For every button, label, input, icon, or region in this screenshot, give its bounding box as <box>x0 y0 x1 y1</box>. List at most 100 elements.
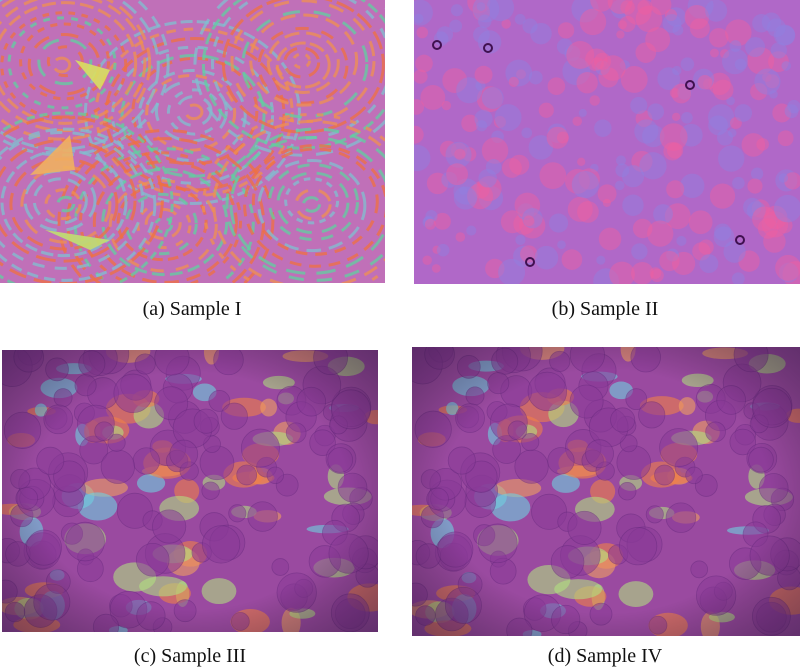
texture <box>414 13 424 24</box>
texture <box>476 2 486 11</box>
texture <box>456 77 483 104</box>
texture <box>446 163 469 186</box>
texture <box>436 243 450 257</box>
texture <box>193 0 385 157</box>
texture <box>422 255 432 266</box>
texture <box>0 1 138 125</box>
texture <box>453 186 478 210</box>
texture <box>249 13 359 107</box>
texture <box>622 194 644 216</box>
texture <box>0 11 128 120</box>
texture <box>424 218 436 230</box>
texture <box>124 192 198 256</box>
texture <box>561 249 583 270</box>
texture <box>57 128 275 283</box>
texture <box>498 258 526 284</box>
texture <box>775 254 800 281</box>
texture <box>79 151 243 283</box>
texture <box>426 172 449 195</box>
texture <box>294 188 332 221</box>
texture <box>609 261 635 284</box>
texture <box>476 120 488 132</box>
texture <box>747 47 775 75</box>
texture <box>725 19 752 46</box>
texture <box>602 198 611 207</box>
micrograph-d <box>412 347 800 636</box>
texture <box>433 31 449 46</box>
texture <box>778 262 799 283</box>
texture <box>547 123 567 143</box>
texture <box>474 65 493 84</box>
texture <box>145 73 237 152</box>
texture <box>787 99 800 114</box>
texture <box>631 261 654 284</box>
texture <box>523 215 535 227</box>
texture <box>645 27 671 53</box>
texture <box>781 61 792 71</box>
texture <box>630 96 648 115</box>
texture <box>594 119 612 137</box>
texture <box>773 194 800 223</box>
texture <box>631 150 653 173</box>
texture <box>688 210 713 235</box>
texture <box>461 114 479 132</box>
texture <box>519 212 546 239</box>
texture <box>692 242 711 261</box>
texture <box>453 178 480 205</box>
texture <box>776 217 793 234</box>
texture <box>709 183 736 209</box>
texture <box>761 12 782 32</box>
texture <box>442 68 468 93</box>
texture <box>624 0 652 25</box>
texture <box>766 18 786 38</box>
texture <box>467 183 494 210</box>
texture <box>485 159 502 175</box>
texture <box>556 131 569 144</box>
texture <box>45 230 110 250</box>
texture <box>732 176 745 190</box>
texture <box>483 43 493 53</box>
texture <box>284 177 340 225</box>
texture <box>513 245 535 268</box>
texture <box>7 16 117 110</box>
texture <box>741 133 766 157</box>
texture <box>514 13 526 25</box>
texture <box>750 82 768 101</box>
texture <box>685 80 695 90</box>
texture <box>415 54 433 73</box>
texture <box>27 32 101 96</box>
texture <box>0 115 164 283</box>
texture <box>752 14 771 33</box>
texture <box>459 186 468 195</box>
texture <box>763 230 786 253</box>
texture <box>650 0 672 16</box>
texture <box>500 210 524 234</box>
texture <box>617 20 627 30</box>
texture <box>52 56 72 74</box>
texture <box>567 196 593 222</box>
texture <box>657 67 681 90</box>
texture <box>666 7 686 27</box>
texture <box>104 37 286 192</box>
texture <box>684 4 710 30</box>
texture <box>485 258 505 279</box>
texture <box>708 104 735 131</box>
caption: (c) Sample III <box>133 645 247 667</box>
texture <box>37 38 93 86</box>
texture <box>472 181 490 199</box>
texture <box>723 240 746 263</box>
texture <box>528 70 543 85</box>
texture <box>635 5 663 33</box>
texture <box>528 135 554 160</box>
texture <box>585 48 608 72</box>
texture <box>422 216 434 228</box>
texture <box>579 8 607 36</box>
texture <box>778 173 789 183</box>
texture <box>436 26 454 43</box>
texture <box>752 206 777 232</box>
texture <box>257 159 367 253</box>
texture <box>0 130 145 270</box>
texture <box>777 130 794 147</box>
